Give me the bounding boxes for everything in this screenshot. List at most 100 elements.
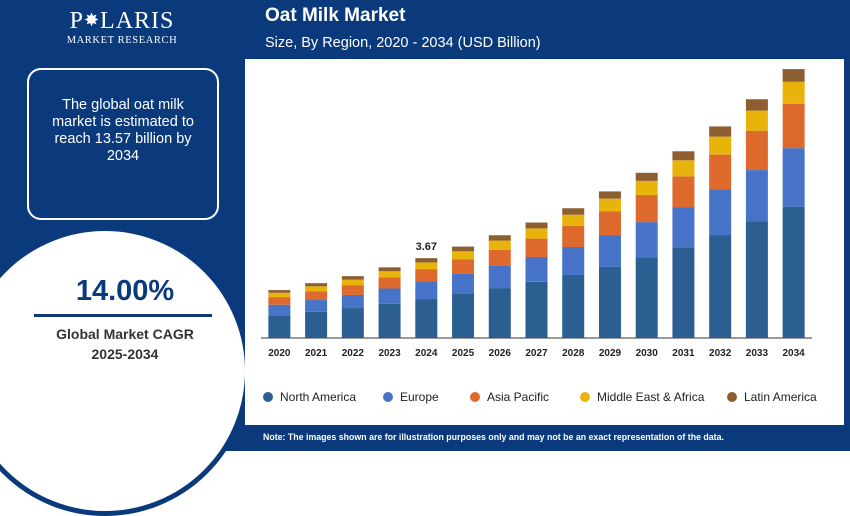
bar-2032-europe [709, 189, 732, 236]
x-tick-label: 2026 [489, 348, 512, 359]
bar-2024-latin-america [415, 258, 438, 263]
bar-2028-latin-america [562, 208, 585, 215]
bar-2030-north-america [635, 257, 658, 338]
bar-2026-middle-east-africa [488, 240, 511, 250]
bar-2023-north-america [378, 303, 401, 338]
chart-title: Oat Milk Market [265, 5, 406, 26]
bar-2034-north-america [782, 206, 805, 338]
bar-2033-europe [745, 170, 768, 222]
bar-2032-middle-east-africa [709, 136, 732, 155]
x-tick-label: 2029 [599, 348, 622, 359]
bar-2027-asia-pacific [525, 238, 548, 257]
bar-2023-middle-east-africa [378, 271, 401, 278]
bar-2029-north-america [598, 266, 621, 338]
logo-text-laris: LARIS [100, 8, 175, 34]
bar-2023-europe [378, 288, 401, 304]
bar-2026-north-america [488, 288, 511, 338]
bar-2021-asia-pacific [305, 291, 328, 301]
bar-2033-latin-america [745, 99, 768, 111]
cagr-label-line2: 2025-2034 [91, 346, 159, 362]
bar-2029-europe [598, 235, 621, 267]
bar-2020-middle-east-africa [268, 292, 291, 298]
bar-2027-middle-east-africa [525, 228, 548, 239]
bar-2024-europe [415, 281, 438, 300]
data-label: 3.67 [416, 241, 437, 253]
bar-2028-asia-pacific [562, 225, 585, 247]
bar-2027-europe [525, 256, 548, 282]
bar-2031-asia-pacific [672, 176, 695, 208]
bar-2026-asia-pacific [488, 249, 511, 266]
bar-2025-middle-east-africa [452, 251, 475, 260]
bar-2029-latin-america [598, 191, 621, 199]
bar-2021-north-america [305, 311, 328, 338]
x-tick-label: 2021 [305, 348, 328, 359]
logo-wordmark: P✸LARIS [22, 6, 222, 35]
legend-label: Latin America [744, 390, 817, 404]
bar-2032-asia-pacific [709, 154, 732, 190]
summary-panel: P✸LARIS MARKET RESEARCH The global oat m… [0, 0, 250, 516]
bar-2026-latin-america [488, 235, 511, 241]
x-tick-label: 2022 [342, 348, 365, 359]
bar-2021-middle-east-africa [305, 286, 328, 292]
source-text: Source:www.polarismarketresearch.com [26, 432, 210, 443]
cagr-label: Global Market CAGR 2025-2034 [0, 324, 250, 364]
estimate-text: The global oat milk market is estimated … [52, 97, 194, 164]
chart-header: Oat Milk Market Size, By Region, 2020 - … [250, 0, 850, 60]
x-tick-label: 2028 [562, 348, 585, 359]
bar-2022-asia-pacific [341, 285, 364, 295]
bar-2032-north-america [709, 235, 732, 338]
legend-label: Europe [400, 390, 439, 404]
bar-2025-europe [452, 273, 475, 294]
bar-2028-europe [562, 246, 585, 275]
star-icon: ✸ [83, 10, 101, 30]
bar-2034-asia-pacific [782, 103, 805, 149]
x-tick-label: 2031 [672, 348, 695, 359]
bar-2032-latin-america [709, 126, 732, 137]
bar-2025-asia-pacific [452, 259, 475, 274]
legend-marker [383, 392, 393, 402]
x-tick-label: 2020 [268, 348, 291, 359]
bar-2031-europe [672, 207, 695, 248]
x-tick-label: 2030 [636, 348, 659, 359]
bar-2030-europe [635, 222, 658, 258]
legend-label: North America [280, 390, 356, 404]
bar-2022-middle-east-africa [341, 279, 364, 286]
cagr-divider [34, 314, 212, 317]
legend-label: Asia Pacific [487, 390, 549, 404]
chart-area: 2020 2021 2022 2023 2024 3.67 2025 2026 2027 2028… [245, 59, 844, 425]
bar-2033-middle-east-africa [745, 110, 768, 131]
bar-2022-latin-america [341, 276, 364, 280]
legend-marker [470, 392, 480, 402]
bar-2022-north-america [341, 308, 364, 338]
x-tick-label: 2027 [525, 348, 548, 359]
bar-2024-middle-east-africa [415, 262, 438, 270]
bar-2033-north-america [745, 221, 768, 338]
bar-2030-middle-east-africa [635, 180, 658, 195]
bar-2020-europe [268, 304, 291, 316]
logo-tagline: MARKET RESEARCH [66, 35, 178, 46]
cagr-value: 14.00% [75, 275, 175, 307]
bar-2034-europe [782, 148, 805, 207]
bar-2022-europe [341, 294, 364, 309]
bar-2020-asia-pacific [268, 297, 291, 305]
bar-2029-asia-pacific [598, 211, 621, 236]
logo-text-p: P [69, 8, 84, 34]
bar-2028-middle-east-africa [562, 214, 585, 226]
x-tick-label: 2025 [452, 348, 475, 359]
bar-2026-europe [488, 265, 511, 289]
x-tick-label: 2024 [415, 348, 438, 359]
bar-2027-latin-america [525, 222, 548, 229]
bar-2023-asia-pacific [378, 277, 401, 289]
x-tick-label: 2034 [783, 348, 806, 359]
x-tick-label: 2033 [746, 348, 769, 359]
legend-marker [727, 392, 737, 402]
bar-2034-middle-east-africa [782, 81, 805, 104]
bar-2031-north-america [672, 247, 695, 338]
estimate-callout: The global oat milk market is estimated … [27, 68, 219, 220]
bar-2020-latin-america [268, 290, 291, 293]
bar-2031-latin-america [672, 151, 695, 161]
bar-2024-north-america [415, 299, 438, 338]
bar-2025-latin-america [452, 246, 475, 252]
bar-2029-middle-east-africa [598, 198, 621, 212]
